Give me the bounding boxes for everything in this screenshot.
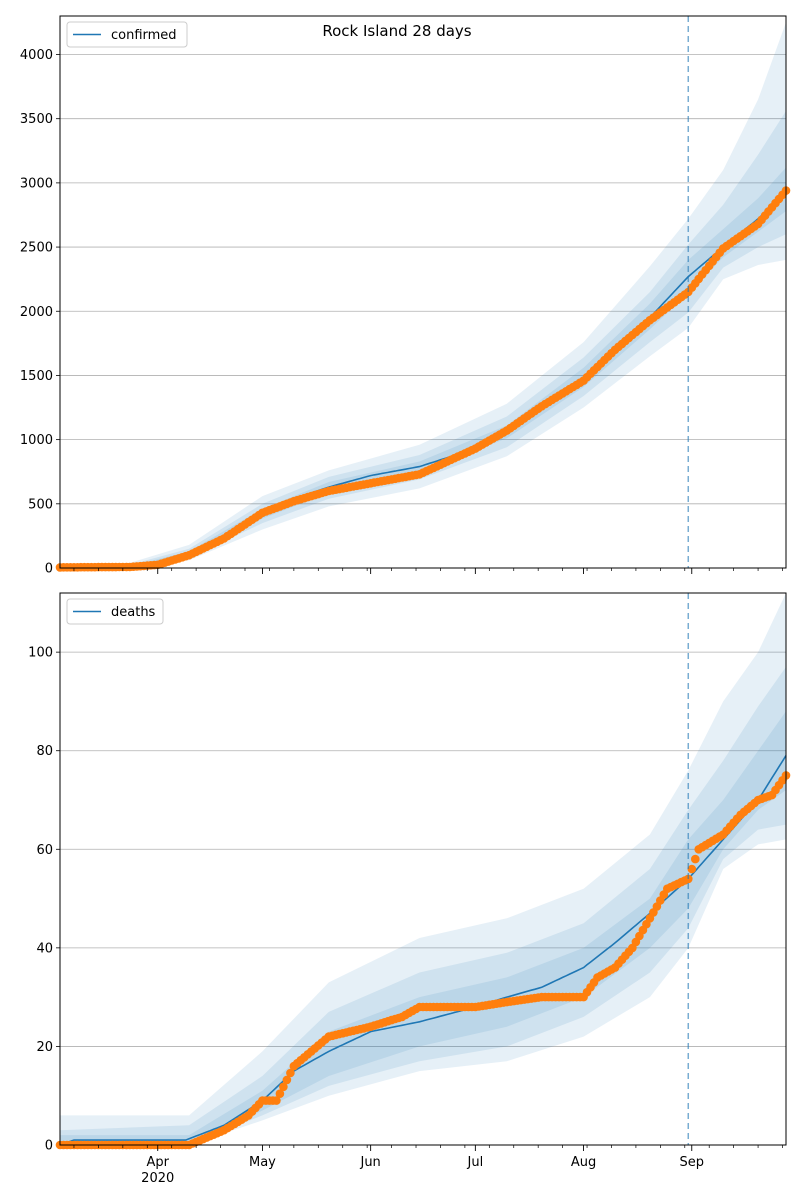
x-tick-label-aug: Aug bbox=[571, 1155, 596, 1170]
deaths-band-outer bbox=[60, 593, 786, 1145]
x-tick-sublabel-year: 2020 bbox=[141, 1171, 174, 1186]
deaths-legend-label: deaths bbox=[111, 605, 156, 620]
cases-y-tick-label: 4000 bbox=[20, 48, 53, 63]
deaths-model-line bbox=[59, 755, 787, 1146]
deaths-observed-point bbox=[279, 1082, 288, 1092]
deaths-band-middle bbox=[60, 666, 786, 1145]
cases-y-tick-label: 2500 bbox=[20, 241, 53, 256]
deaths-observed-point bbox=[272, 1096, 281, 1105]
x-tick-label-jun: Jun bbox=[359, 1155, 380, 1170]
deaths-y-tick-label: 0 bbox=[45, 1139, 53, 1154]
cases-y-tick-label: 3500 bbox=[20, 112, 53, 127]
cases-y-tick-label: 1000 bbox=[20, 433, 53, 448]
deaths-y-tick-label: 60 bbox=[36, 843, 53, 858]
deaths-legend-box bbox=[66, 598, 164, 625]
deaths-y-tick-label: 80 bbox=[36, 744, 53, 759]
cases-band-inner bbox=[60, 167, 786, 568]
deaths-y-tick-label: 40 bbox=[36, 941, 53, 956]
deaths-observed-point bbox=[282, 1075, 292, 1085]
deaths-axes-frame bbox=[59, 592, 787, 1146]
x-tick-label-jul: Jul bbox=[467, 1155, 484, 1170]
cases-band-middle bbox=[60, 111, 786, 568]
cases-axes-frame bbox=[59, 15, 787, 569]
confirmed-panel: 0 500 1000 1500 2000 2500 3000 3500 4000 confirme… bbox=[20, 15, 791, 577]
cases-band-outer bbox=[60, 22, 786, 568]
cases-y-tick-label: 500 bbox=[28, 497, 53, 512]
cases-legend: confirmed bbox=[66, 21, 188, 48]
deaths-observed-point bbox=[286, 1068, 295, 1078]
cases-legend-label: confirmed bbox=[111, 28, 177, 43]
cases-legend-box bbox=[66, 21, 188, 48]
x-tick-label-apr: Apr bbox=[146, 1155, 169, 1170]
deaths-y-tick-label: 20 bbox=[36, 1040, 53, 1055]
x-tick-label-sep: Sep bbox=[680, 1155, 705, 1170]
x-tick-label-may: May bbox=[249, 1155, 276, 1170]
deaths-observed-point bbox=[691, 854, 700, 864]
deaths-legend: deaths bbox=[66, 598, 164, 625]
cases-y-tick-label: 3000 bbox=[20, 176, 53, 191]
cases-y-tick-label: 1500 bbox=[20, 369, 53, 384]
chart-title: Rock Island 28 days bbox=[322, 22, 471, 40]
deaths-y-tick-label: 100 bbox=[28, 646, 53, 661]
cases-y-tick-label: 2000 bbox=[20, 305, 53, 320]
deaths-observed-point bbox=[275, 1089, 285, 1098]
cases-y-tick-label: 0 bbox=[45, 562, 53, 577]
deaths-observed-point bbox=[687, 864, 697, 874]
